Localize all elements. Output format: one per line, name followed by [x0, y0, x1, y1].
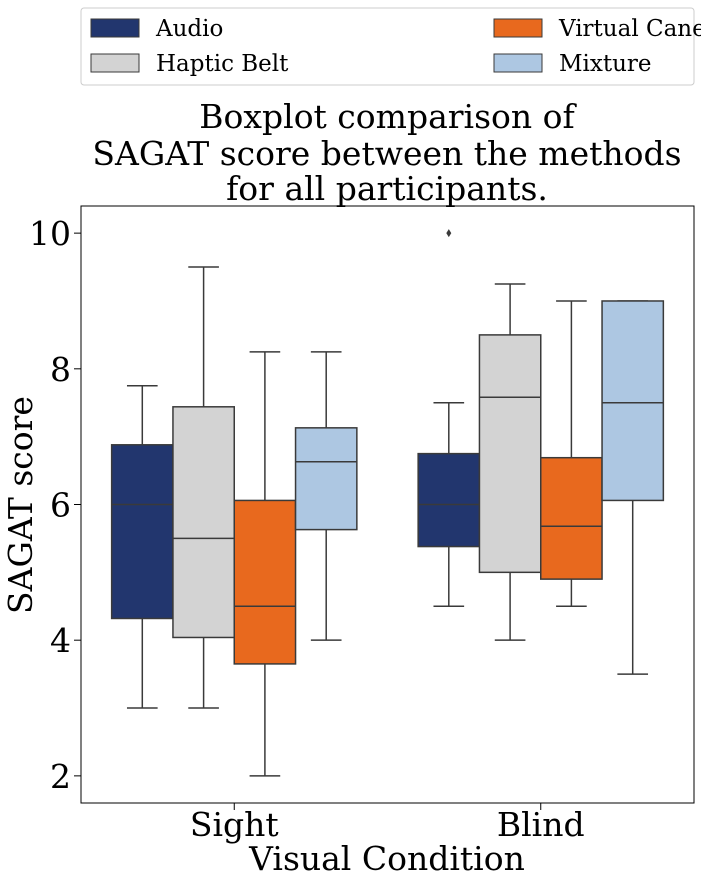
y-tick-label-4: 4 [50, 621, 71, 660]
legend-swatch [493, 53, 543, 73]
legend-label: Mixture [559, 51, 652, 77]
chart-title: Boxplot comparison of SAGAT score betwee… [92, 97, 681, 208]
x-axis: Sight Blind [190, 803, 585, 844]
y-tick-label-2: 2 [50, 757, 71, 796]
legend-item-haptic-belt: Haptic Belt [90, 51, 289, 77]
box-haptic-belt-blind [478, 283, 542, 641]
iqr-box [110, 444, 174, 620]
box-audio-blind [417, 229, 481, 608]
legend-swatch [493, 18, 543, 38]
iqr-box [233, 499, 297, 665]
legend-item-virtual-cane: Virtual Cane [493, 16, 701, 42]
legend-label: Virtual Cane [558, 16, 701, 42]
legend-item-audio: Audio [90, 16, 223, 42]
iqr-box [601, 300, 665, 502]
chart-title-line-1: Boxplot comparison of [199, 97, 577, 136]
box-audio-sight [110, 385, 174, 709]
y-axis: 2 4 6 8 10 [29, 214, 81, 796]
outlier-point [446, 229, 452, 238]
iqr-box [540, 456, 603, 580]
box-mixture-sight [294, 351, 358, 641]
y-tick-label-8: 8 [50, 350, 71, 389]
iqr-box [294, 427, 358, 531]
legend-label: Audio [155, 16, 223, 42]
plot-area [110, 229, 665, 777]
x-tick-label-sight: Sight [190, 805, 279, 844]
legend-swatch [90, 18, 140, 38]
x-tick-label-blind: Blind [497, 805, 585, 844]
y-tick-label-10: 10 [29, 214, 71, 253]
legend: Audio Haptic Belt Virtual Cane Mixture [80, 7, 701, 86]
box-mixture-blind [601, 300, 665, 675]
iqr-box [417, 452, 481, 548]
box-virtual-cane-blind [540, 300, 603, 608]
chart-title-line-3: for all participants. [226, 169, 548, 208]
x-axis-label: Visual Condition [248, 839, 525, 878]
legend-label: Haptic Belt [156, 51, 289, 77]
chart-title-line-2: SAGAT score between the methods [92, 134, 681, 173]
iqr-box [172, 406, 235, 639]
legend-item-mixture: Mixture [493, 51, 652, 77]
y-axis-label: SAGAT score [1, 396, 40, 614]
iqr-box [478, 334, 542, 574]
box-virtual-cane-sight [233, 351, 297, 777]
legend-swatch [90, 53, 140, 73]
y-tick-label-6: 6 [50, 486, 71, 525]
box-haptic-belt-sight [172, 266, 235, 709]
